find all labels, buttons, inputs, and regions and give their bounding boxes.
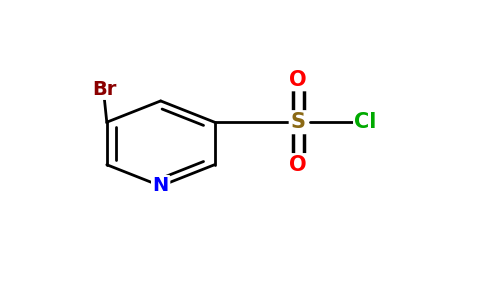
- Text: O: O: [289, 70, 307, 90]
- Text: N: N: [152, 176, 169, 196]
- Text: O: O: [289, 155, 307, 175]
- Text: S: S: [291, 112, 306, 132]
- Text: Br: Br: [92, 80, 117, 99]
- Text: Cl: Cl: [354, 112, 377, 132]
